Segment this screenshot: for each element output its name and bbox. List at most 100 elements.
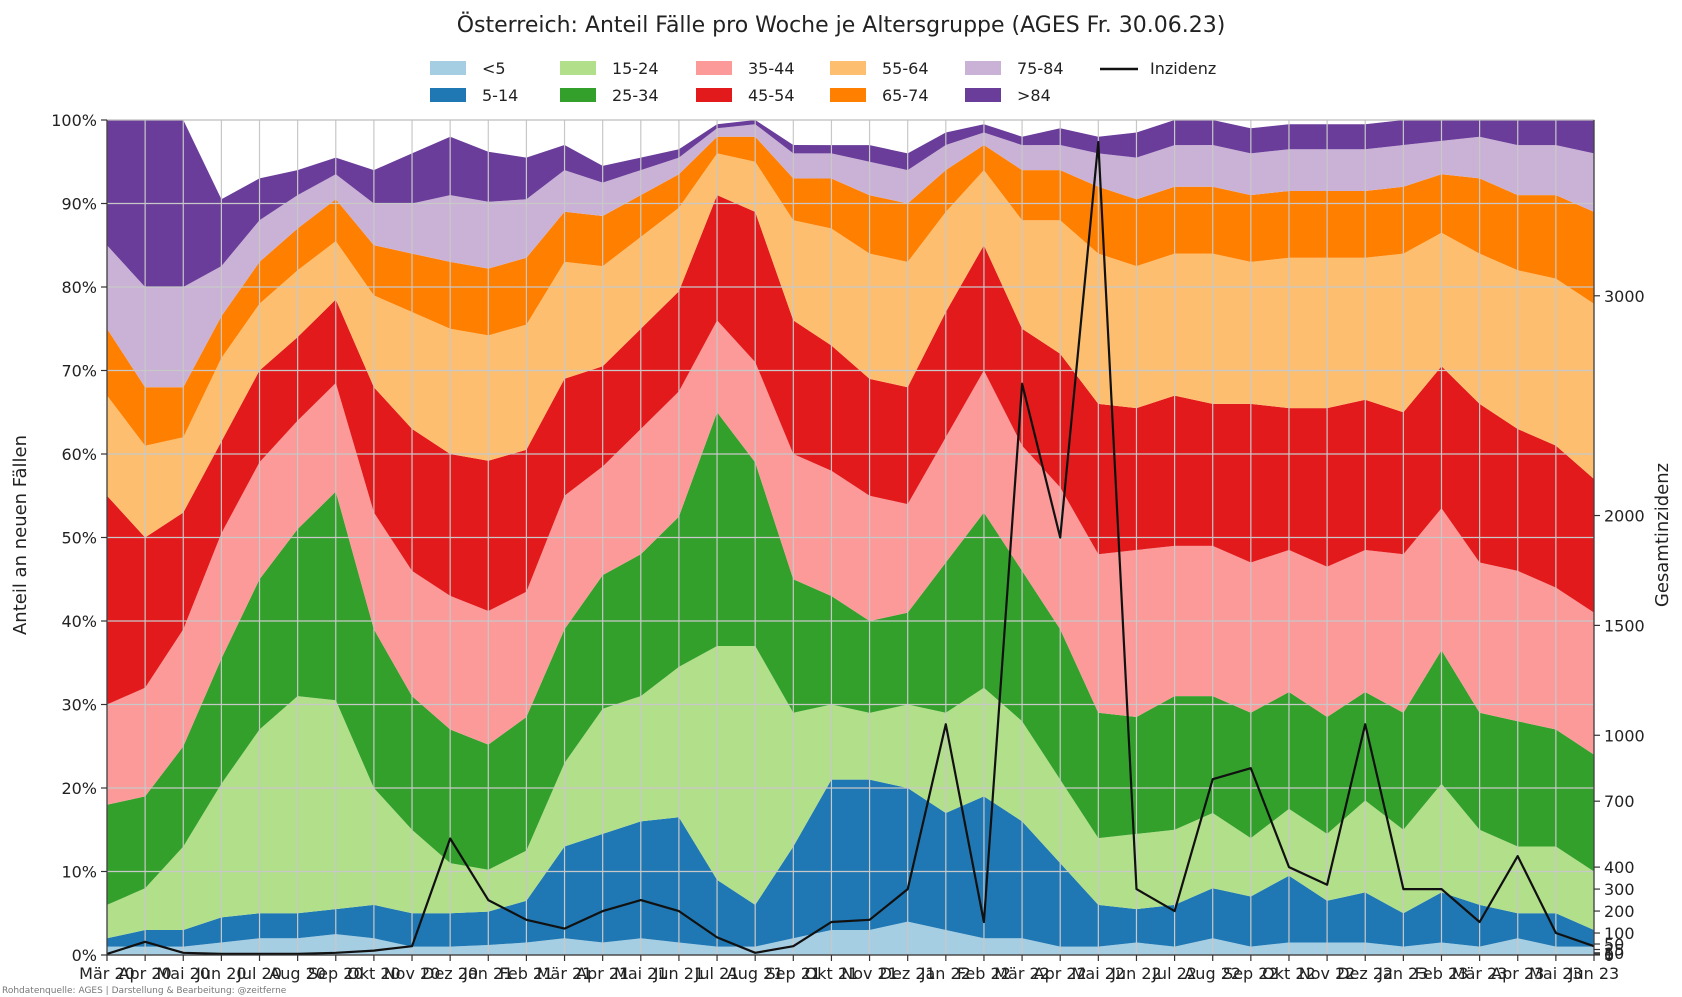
y-axis-label: Anteil an neuen Fällen: [10, 435, 31, 635]
y2-tick-label: 700: [1604, 792, 1635, 811]
y2-tick-label: 300: [1604, 880, 1635, 899]
x-tick-label: Feb 21: [500, 964, 554, 983]
x-tick-label: Mai 23: [1529, 964, 1583, 983]
y-tick-label: 40%: [61, 612, 97, 631]
x-tick-label: Jan 23: [1377, 964, 1428, 983]
x-tick-label: Sep 21: [766, 964, 822, 983]
area-series-gt84: [107, 120, 1594, 287]
legend-label: 15-24: [612, 59, 659, 78]
incidence-line: [106, 140, 1595, 956]
chart-title: Österreich: Anteil Fälle pro Woche je Al…: [457, 12, 1226, 38]
y2-tick-label: 400: [1604, 858, 1635, 877]
x-tick-label: Mär 23: [1452, 964, 1508, 983]
x-tick-label: Sep 22: [1223, 964, 1279, 983]
legend-swatch: [430, 88, 466, 102]
area-series-35-44: [107, 320, 1594, 805]
x-tick-label: Mär 21: [537, 964, 593, 983]
x-tick-label: Jun 23: [1568, 964, 1619, 983]
x-tick-label: Aug 21: [727, 964, 784, 983]
x-tick-label: Sep 20: [308, 964, 364, 983]
y2-tick-label: 0: [1604, 946, 1614, 965]
x-tick-label: Mai 22: [1072, 964, 1126, 983]
x-tick-label: Jan 22: [920, 964, 971, 983]
legend-label: Inzidenz: [1150, 59, 1216, 78]
y2-tick-label: 2000: [1604, 507, 1645, 526]
area-series-45-54: [107, 195, 1594, 705]
y2-axis-label: Gesamtinzidenz: [1652, 463, 1673, 607]
x-tick-label: Jul 21: [694, 964, 740, 983]
legend-swatch: [696, 88, 732, 102]
y2-tick-label: 25: [1604, 941, 1624, 960]
legend-swatch: [560, 61, 596, 75]
legend-label: 75-84: [1017, 59, 1064, 78]
y2-tick-label: 50: [1604, 935, 1624, 954]
x-tick-label: Nov 21: [841, 964, 898, 983]
area-series-15-24: [107, 646, 1594, 939]
x-tick-label: Jul 22: [1151, 964, 1197, 983]
x-tick-label: Dez 21: [880, 964, 936, 983]
legend-label: 25-34: [612, 86, 659, 105]
legend-label: 55-64: [882, 59, 929, 78]
y2-tick-label: 5: [1604, 945, 1614, 964]
y-tick-label: 0%: [72, 946, 97, 965]
x-tick-label: Mai 21: [614, 964, 668, 983]
area-series-5-14: [107, 779, 1594, 947]
x-tick-label: Okt 21: [805, 964, 859, 983]
legend-swatch: [696, 61, 732, 75]
x-tick-label: Jun 22: [1110, 964, 1161, 983]
area-series-lt5: [107, 921, 1594, 955]
y2-tick-label: 1500: [1604, 616, 1645, 635]
y-tick-label: 10%: [61, 863, 97, 882]
x-tick-label: Aug 20: [269, 964, 326, 983]
y-tick-label: 70%: [61, 362, 97, 381]
x-tick-label: Okt 20: [347, 964, 401, 983]
legend-label: 45-54: [748, 86, 795, 105]
y-tick-label: 50%: [61, 529, 97, 548]
y-tick-label: 60%: [61, 445, 97, 464]
y2-tick-label: 200: [1604, 902, 1635, 921]
x-tick-label: Dez 20: [422, 964, 478, 983]
x-tick-label: Jun 21: [653, 964, 704, 983]
x-tick-label: Mär 22: [994, 964, 1050, 983]
legend-swatch: [830, 61, 866, 75]
x-tick-label: Apr 23: [1491, 964, 1544, 983]
legend-label: <5: [482, 59, 506, 78]
y-tick-label: 80%: [61, 278, 97, 297]
x-tick-label: Dez 22: [1337, 964, 1393, 983]
legend-label: 5-14: [482, 86, 518, 105]
x-tick-label: Jan 21: [462, 964, 513, 983]
y2-tick-label: 100: [1604, 924, 1635, 943]
x-tick-label: Nov 22: [1299, 964, 1356, 983]
x-tick-label: Feb 22: [957, 964, 1011, 983]
y-tick-label: 90%: [61, 195, 97, 214]
x-tick-label: Jun 20: [195, 964, 246, 983]
area-series-65-74: [107, 136, 1594, 446]
x-tick-label: Jul 20: [236, 964, 282, 983]
legend-label: >84: [1017, 86, 1051, 105]
area-series-25-34: [107, 412, 1594, 905]
x-tick-label: Apr 20: [119, 964, 172, 983]
legend-label: 65-74: [882, 86, 929, 105]
x-tick-label: Aug 22: [1184, 964, 1241, 983]
y2-tick-label: 1000: [1604, 726, 1645, 745]
x-tick-label: Apr 22: [1034, 964, 1087, 983]
legend-swatch: [965, 61, 1001, 75]
x-tick-label: Okt 22: [1262, 964, 1316, 983]
x-tick-label: Feb 23: [1415, 964, 1469, 983]
y2-tick-label: 3000: [1604, 287, 1645, 306]
legend-swatch: [965, 88, 1001, 102]
x-tick-label: Mär 20: [79, 964, 135, 983]
area-series-75-84: [107, 124, 1594, 388]
legend-swatch: [830, 88, 866, 102]
legend-swatch: [430, 61, 466, 75]
source-note: Rohdatenquelle: AGES | Darstellung & Bea…: [2, 986, 287, 996]
legend-label: 35-44: [748, 59, 795, 78]
y-tick-label: 100%: [51, 111, 97, 130]
x-tick-label: Nov 20: [384, 964, 441, 983]
y2-tick-label: 10: [1604, 944, 1624, 963]
x-tick-label: Apr 21: [576, 964, 629, 983]
y-tick-label: 30%: [61, 696, 97, 715]
y-tick-label: 20%: [61, 779, 97, 798]
